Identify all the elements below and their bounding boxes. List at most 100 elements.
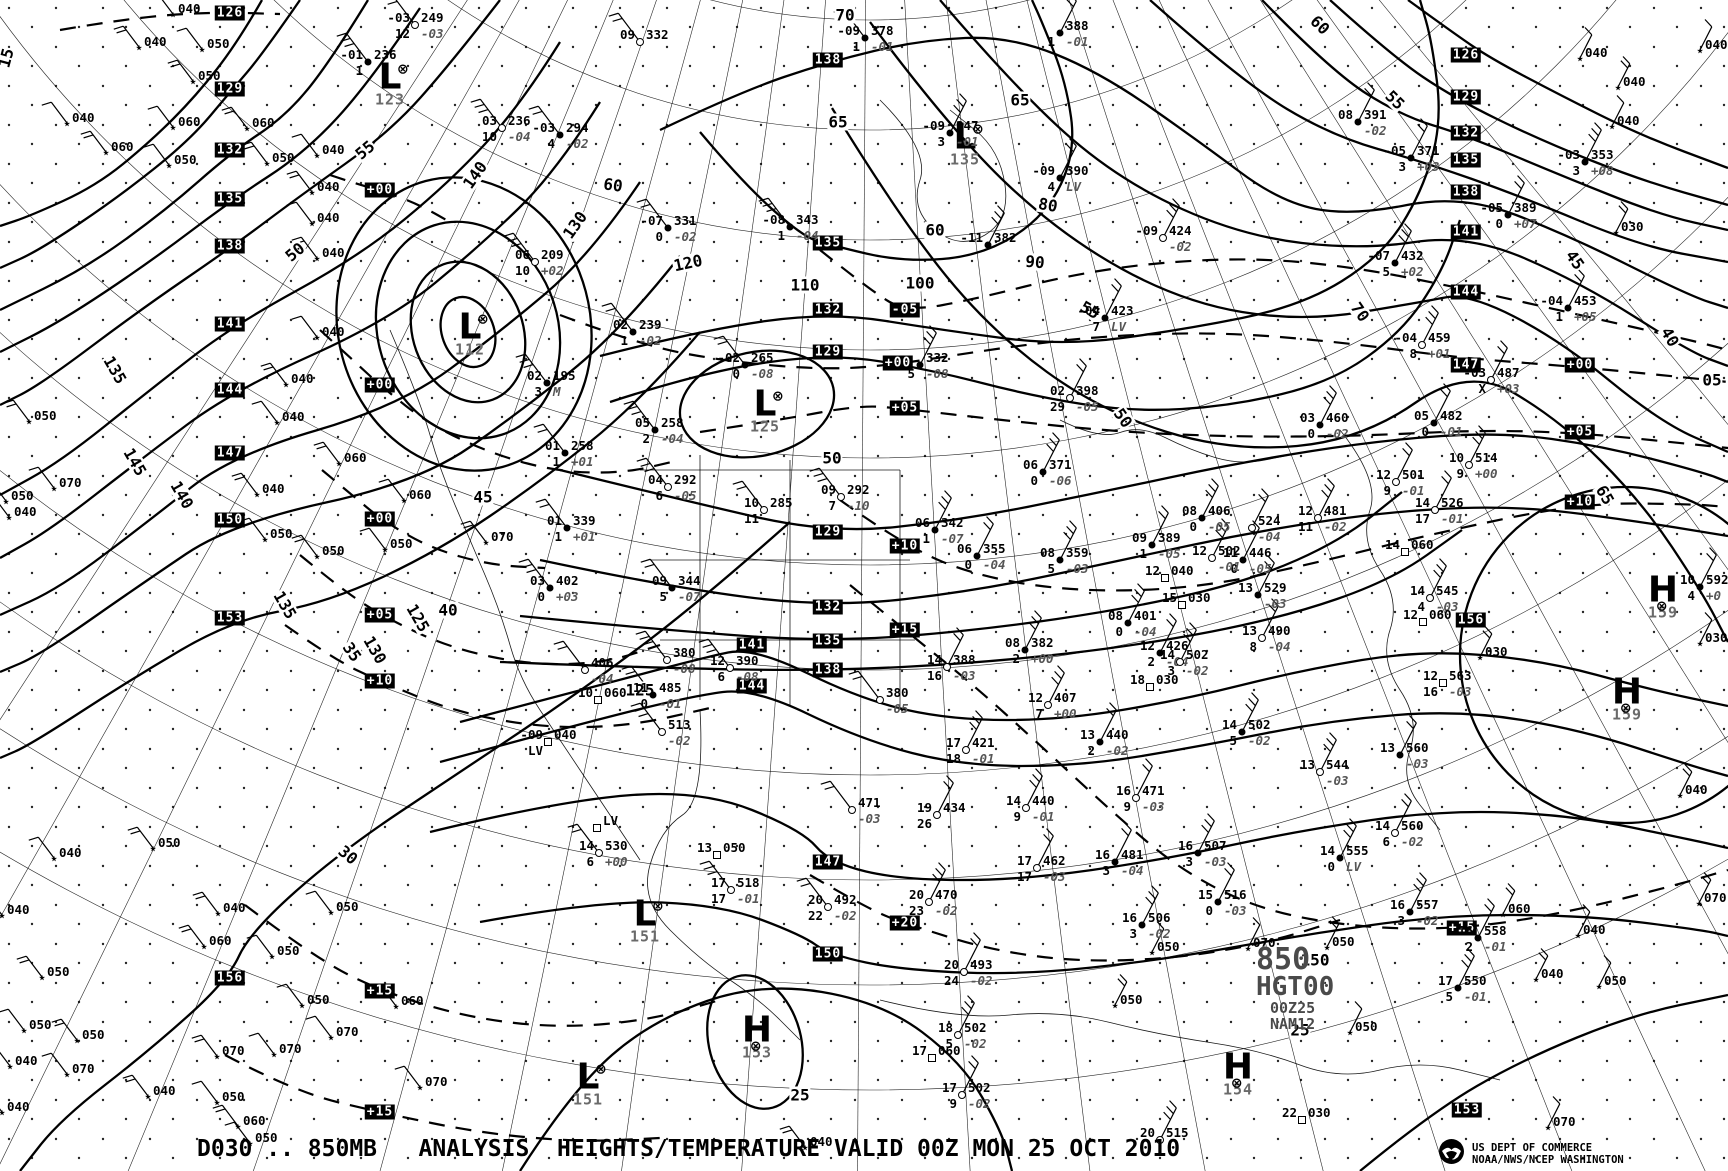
wind-barb (1699, 547, 1717, 588)
station-value-tr: 560 (1401, 818, 1424, 833)
station-marker-icon (1148, 541, 1156, 549)
station-value-br: -06 (1049, 473, 1072, 488)
station-value-br: -02 (1364, 123, 1387, 138)
star-marker-icon: ★ (20, 1023, 28, 1037)
wind-barb (1698, 872, 1712, 904)
star-marker-icon: ★ (327, 1030, 335, 1044)
station-marker-icon (727, 886, 735, 894)
drift-station-value: 050 (322, 543, 345, 558)
contour-label-box: 129 (812, 344, 844, 360)
station-value-br: LV (1111, 319, 1127, 334)
star-marker-icon: ★ (1676, 788, 1684, 802)
drift-station-value: 040 (322, 245, 345, 260)
wind-barb (1151, 921, 1165, 953)
height-contour-loop (374, 220, 562, 440)
station-value-tl: 03 (1299, 410, 1315, 425)
station-value-bl: 8 (1409, 346, 1417, 361)
station-value-tr: 344 (678, 573, 701, 588)
graticule-label: 125 (624, 680, 656, 700)
station-marker-icon (973, 552, 981, 560)
station-value-bl: 3 (937, 134, 945, 149)
contour-label-box: 147 (214, 445, 246, 461)
star-marker-icon: ★ (298, 998, 306, 1012)
contour-label-box: +10 (1564, 494, 1596, 510)
station-value-bl: 9 (1123, 799, 1131, 814)
station-value-tr: 040 (554, 727, 577, 742)
center-value: 112 (454, 340, 486, 359)
wind-barb (246, 934, 273, 957)
wind-barb (28, 836, 55, 859)
longitude-line (0, 0, 468, 721)
drift-station-value: 050 (277, 943, 300, 958)
wind-barb (515, 353, 548, 384)
station-value-br: +03 (556, 589, 579, 604)
station-marker-icon (668, 584, 676, 592)
contour-label-box: +05 (1564, 424, 1596, 440)
star-marker-icon: ★ (1695, 896, 1703, 910)
station-marker-icon (1033, 864, 1041, 872)
station-value-tr: 258 (571, 438, 594, 453)
station-value-tl: 04 (647, 472, 663, 487)
contour-label-box: 135 (214, 191, 246, 207)
station-marker-icon (1111, 858, 1119, 866)
station-value-br: -02 (1148, 926, 1171, 941)
star-marker-icon: ★ (5, 510, 13, 524)
station-value-tl: 17 (1437, 973, 1453, 988)
contour-label-box: +00 (882, 355, 914, 371)
wind-barb (1261, 598, 1279, 639)
contour-label-box: +00 (364, 377, 396, 393)
station-value-bl: 3 (1397, 913, 1405, 928)
wind-barb (286, 201, 313, 224)
station-value-tl: -08 (762, 212, 785, 227)
station-marker-icon (649, 691, 657, 699)
drift-station-value: 050 (158, 835, 181, 850)
station-marker-icon (1258, 634, 1266, 642)
station-value-tr: 440 (1106, 727, 1129, 742)
height-contour (0, 331, 701, 760)
station-value-bl: 0 (964, 557, 972, 572)
station-value-bl: 4 (1687, 588, 1695, 603)
station-marker-icon (531, 258, 539, 266)
station-value-br: -08 (673, 661, 696, 676)
wind-barb (1615, 201, 1629, 233)
station-value-tr: 195 (553, 368, 576, 383)
station-value-br: -01 (1440, 424, 1463, 439)
drift-station-value: 040 (153, 1083, 176, 1098)
station-value-tl: 14 (1414, 495, 1430, 510)
station-value-br: +05 (1574, 309, 1597, 324)
contour-label-box: 147 (1450, 357, 1482, 373)
height-contour (0, 41, 561, 497)
wind-barb (934, 490, 952, 531)
station-value-tl: -03 (1463, 365, 1486, 380)
drift-station-value: 050 (198, 68, 221, 83)
longitude-line (1158, 0, 1706, 1171)
station-value-tr: 209 (541, 247, 564, 262)
wind-barb (122, 1074, 149, 1097)
station-marker-icon (1430, 419, 1438, 427)
height-contour-loop (678, 349, 836, 459)
wind-barb (192, 891, 219, 914)
station-value-br: LV (1066, 179, 1082, 194)
station-marker-icon (848, 806, 856, 814)
star-marker-icon: ★ (243, 121, 251, 135)
station-marker-icon (786, 223, 794, 231)
station-value-tl: 08 (1181, 503, 1197, 518)
wind-barb (51, 1018, 78, 1041)
station-value-tr: 560 (1406, 740, 1429, 755)
drift-station-value: 070 (1704, 890, 1727, 905)
station-value-br: +07 (1514, 216, 1537, 231)
station-value-tr: 380 (886, 685, 909, 700)
station-marker-icon (1391, 259, 1399, 267)
station-value-tr: 332 (926, 350, 949, 365)
wind-barb (1395, 442, 1413, 483)
geography-line (879, 99, 1007, 242)
station-value-br: -04 (796, 228, 819, 243)
station-value-bl: LV (527, 743, 543, 758)
drift-station-value: 040 (7, 1099, 30, 1114)
drift-station-value: 070 (1253, 935, 1276, 950)
station-value-tr: 332 (646, 27, 669, 42)
station-value-bl: 1 (1047, 34, 1055, 49)
height-contour (0, 181, 641, 617)
height-contour (479, 901, 1728, 975)
station-value-bl: 6 (586, 854, 594, 869)
